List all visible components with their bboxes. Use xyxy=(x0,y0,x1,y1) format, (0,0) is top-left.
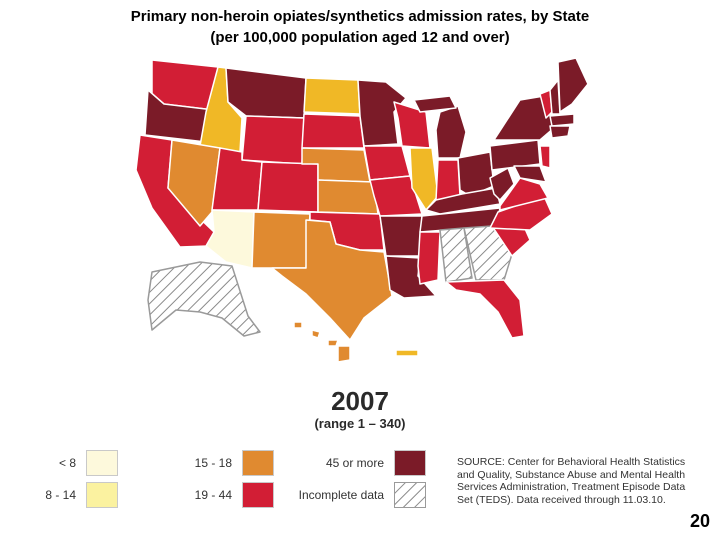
legend-swatch-incomplete xyxy=(394,482,426,508)
page-number: 20 xyxy=(689,511,710,531)
state-kansas xyxy=(317,179,379,215)
state-alabama xyxy=(439,227,473,283)
legend-label-8-14: 8 - 14 xyxy=(45,488,76,502)
state-new-hampshire xyxy=(549,79,561,115)
state-new-mexico xyxy=(251,211,311,269)
state-michigan xyxy=(435,105,467,159)
state-new-jersey xyxy=(539,145,551,169)
state-south-dakota xyxy=(301,113,365,149)
state-north-dakota xyxy=(303,77,361,115)
legend-label-lt8: < 8 xyxy=(58,456,76,470)
state-mississippi xyxy=(417,231,441,285)
state-alaska xyxy=(147,261,261,337)
state-michigan-upper xyxy=(413,95,457,113)
map-range: (range 1 – 340) xyxy=(314,416,406,431)
state-maine xyxy=(557,57,589,113)
legend-label-19-44: 19 - 44 xyxy=(194,488,232,502)
map-year: 2007 xyxy=(331,386,389,416)
state-hawaii-2 xyxy=(311,329,321,339)
state-texas xyxy=(271,219,393,341)
state-massachusetts xyxy=(549,113,575,127)
legend-swatch-45plus xyxy=(394,450,426,476)
legend-swatch-lt8 xyxy=(86,450,118,476)
state-arkansas xyxy=(379,215,423,257)
legend-swatch-19-44 xyxy=(242,482,274,508)
state-arizona xyxy=(205,209,255,269)
territory-puerto-rico xyxy=(395,349,419,357)
legend-swatch-8-14 xyxy=(86,482,118,508)
state-indiana xyxy=(435,159,461,201)
state-hawaii-big xyxy=(337,345,351,363)
state-nevada xyxy=(167,139,221,227)
state-montana xyxy=(225,67,307,119)
state-florida xyxy=(445,279,525,339)
legend-label-15-18: 15 - 18 xyxy=(194,456,232,470)
state-colorado xyxy=(257,161,319,213)
state-maryland-delaware xyxy=(513,165,547,183)
legend-label-incomplete: Incomplete data xyxy=(298,488,384,502)
state-missouri xyxy=(369,175,423,217)
state-hawaii xyxy=(293,321,303,329)
state-virginia xyxy=(499,177,549,211)
legend-label-45plus: 45 or more xyxy=(325,456,384,470)
state-pennsylvania xyxy=(489,139,541,171)
source-note: SOURCE: Center for Behavioral Health Sta… xyxy=(457,456,686,506)
state-iowa xyxy=(363,145,411,181)
state-west-virginia xyxy=(489,167,515,201)
state-georgia xyxy=(463,225,513,281)
state-minnesota xyxy=(357,79,407,147)
state-connecticut-ri xyxy=(549,125,571,139)
state-wyoming xyxy=(241,115,305,165)
legend-swatch-15-18 xyxy=(242,450,274,476)
map-subtitle: (per 100,000 population aged 12 and over… xyxy=(210,29,510,46)
map-title: Primary non-heroin opiates/synthetics ad… xyxy=(130,8,590,25)
state-hawaii-3 xyxy=(327,339,339,347)
